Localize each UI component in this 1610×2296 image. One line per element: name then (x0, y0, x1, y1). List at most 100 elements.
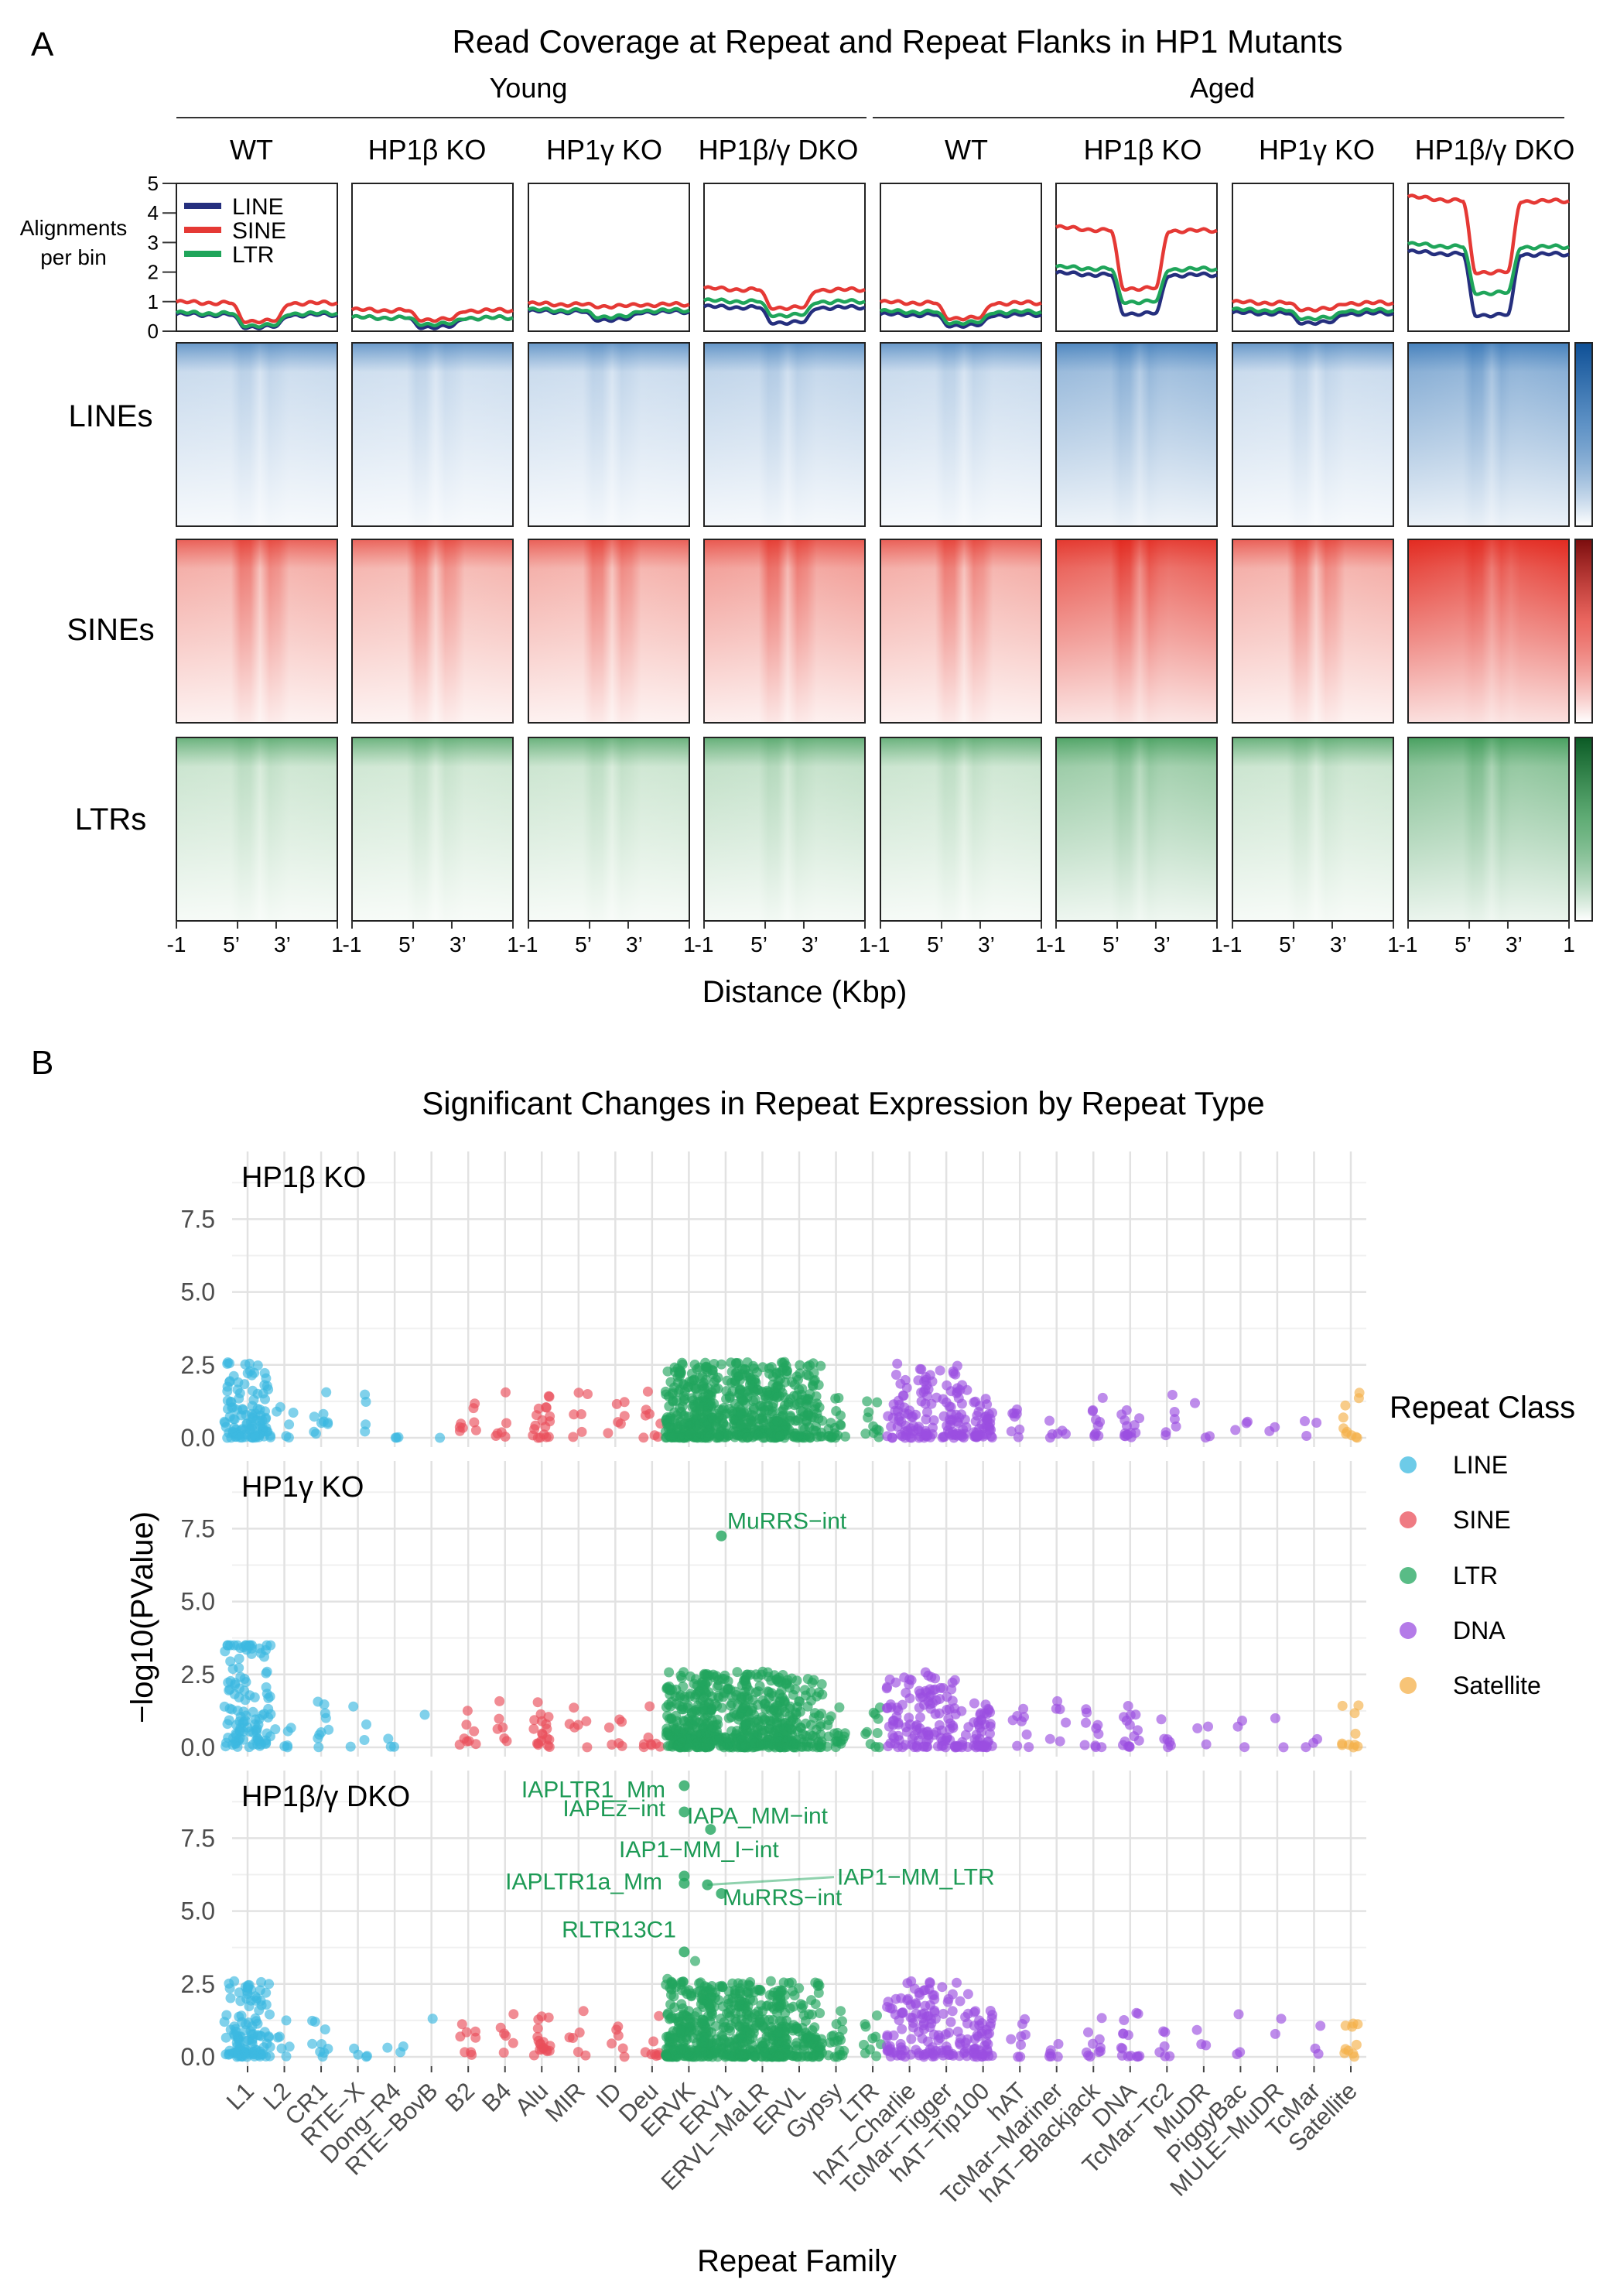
profile-line-line (879, 310, 1042, 329)
repeat-point (1014, 1424, 1025, 1435)
repeat-point (893, 1705, 904, 1716)
repeat-point (281, 2015, 292, 2026)
repeat-point (952, 1977, 962, 1988)
repeat-point (1095, 2046, 1106, 2057)
repeat-point (800, 2016, 811, 2027)
repeat-point (754, 1985, 764, 1995)
x-tick-label: 3’ (978, 932, 995, 956)
repeat-point (911, 1998, 921, 2009)
x-tick-label: 3’ (1330, 932, 1347, 956)
profile-y-tick: 5 (148, 172, 159, 195)
annotation-label: IAP1−MM_I−int (619, 1837, 779, 1863)
repeat-point (985, 2006, 996, 2016)
profile-ylabel: per bin (40, 245, 107, 269)
repeat-point (246, 1423, 257, 1434)
repeat-point (800, 1394, 811, 1405)
repeat-point (807, 1678, 818, 1688)
repeat-point (713, 1692, 724, 1703)
repeat-point (928, 2029, 939, 2040)
repeat-point (1159, 1733, 1170, 1744)
repeat-point (836, 1410, 846, 1421)
repeat-point (774, 1431, 785, 1442)
repeat-point (222, 1640, 233, 1651)
condition-label: HP1β KO (1084, 134, 1202, 166)
repeat-point (648, 2036, 659, 2047)
repeat-point (220, 2032, 231, 2043)
repeat-point (272, 1406, 282, 1417)
repeat-point (784, 2003, 795, 2014)
repeat-point (704, 2000, 715, 2010)
repeat-point (1192, 1723, 1203, 1733)
heatmap-frame (176, 539, 338, 724)
repeat-point (885, 2051, 896, 2062)
repeat-point (1016, 2031, 1027, 2041)
repeat-point (617, 1716, 627, 1727)
profile-ylabel: Alignments (20, 216, 128, 240)
repeat-point (890, 1993, 901, 2004)
x-tick-label: -1 (871, 932, 890, 956)
x-tick-label: 1 (1563, 932, 1575, 956)
repeat-point (250, 1991, 261, 2002)
repeat-point (738, 1702, 749, 1713)
repeat-point (361, 1719, 371, 1730)
repeat-point (890, 1370, 901, 1380)
profile-frame (880, 183, 1042, 332)
repeat-point (748, 2027, 759, 2038)
repeat-point (460, 2047, 470, 2058)
profile-line-sine (879, 299, 1042, 322)
repeat-point (353, 2049, 364, 2060)
repeat-point (688, 2033, 699, 2044)
repeat-point (747, 1729, 758, 1740)
repeat-point (948, 1366, 959, 1377)
repeat-point (542, 1723, 552, 1734)
repeat-point (1119, 1737, 1130, 1747)
repeat-point (274, 2031, 285, 2042)
repeat-point (222, 1719, 233, 1730)
heatmap-frame (703, 737, 866, 922)
repeat-point (222, 1358, 233, 1369)
repeat-point (701, 1689, 712, 1699)
repeat-point (782, 1741, 793, 1752)
repeat-point (1278, 1742, 1289, 1753)
profile-line-sine (350, 306, 514, 323)
repeat-point (860, 1429, 871, 1439)
colorbar (1574, 737, 1593, 922)
repeat-point (498, 2048, 509, 2058)
facet-2: 0.0 2.5 5.0 7.5 HP1β/γ DKO IAPLTR1_MmIAPEz−in… (181, 1771, 1366, 2071)
repeat-point (1055, 1736, 1065, 1747)
heatmap-fade (880, 737, 1041, 921)
repeat-point (532, 1697, 543, 1708)
repeat-point (944, 1428, 955, 1439)
profile-line-ltr (702, 297, 866, 319)
legend-label: SINE (1453, 1506, 1511, 1534)
y-tick-label: 7.5 (181, 1205, 215, 1233)
repeat-point (765, 1976, 776, 1986)
repeat-point (913, 1375, 924, 1386)
repeat-point (795, 1360, 805, 1370)
repeat-point (923, 1730, 934, 1740)
repeat-point (789, 1990, 800, 2000)
repeat-point (834, 1702, 845, 1713)
repeat-point (724, 2037, 735, 2048)
repeat-point (947, 2006, 958, 2017)
heatmap-fade (704, 539, 865, 723)
heatmap-fade (1408, 343, 1569, 526)
repeat-point (461, 1719, 472, 1730)
repeat-point (863, 1407, 874, 1418)
repeat-point (1007, 1715, 1018, 1726)
repeat-point (663, 1422, 674, 1433)
repeat-point (975, 1709, 986, 1720)
repeat-point (1270, 2028, 1280, 2039)
panel-a-title: Read Coverage at Repeat and Repeat Flank… (452, 23, 1342, 60)
repeat-point (1196, 2039, 1207, 2050)
x-tick-label: -1 (1399, 932, 1418, 956)
repeat-point (1313, 2048, 1324, 2059)
repeat-point (764, 1422, 775, 1432)
facet-label: HP1β/γ DKO (241, 1781, 410, 1813)
repeat-point (747, 1705, 757, 1716)
profile-y-tick: 2 (148, 261, 159, 284)
repeat-point (918, 1387, 929, 1398)
heatmap-frame (351, 737, 514, 922)
repeat-point (251, 2016, 261, 2027)
repeat-point (872, 1728, 883, 1738)
